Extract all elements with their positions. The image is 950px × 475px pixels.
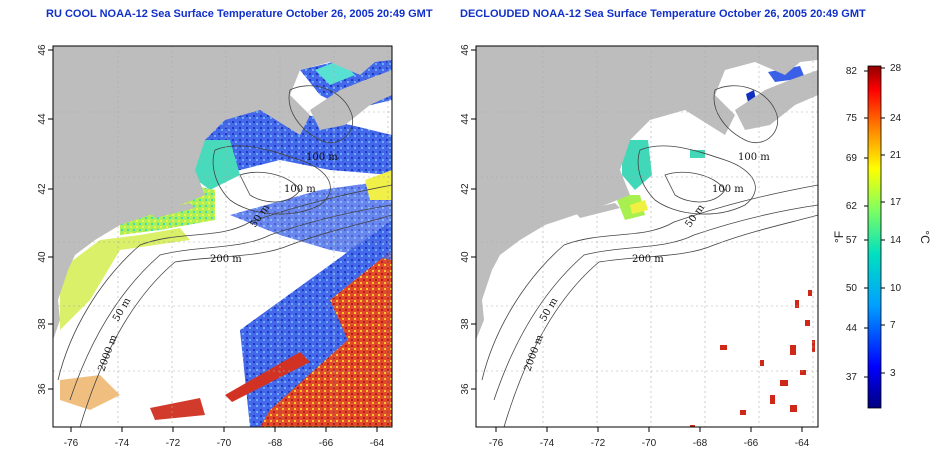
left-map-frame [52, 45, 393, 428]
colorbar-c-tick-17: 17 [890, 197, 902, 208]
left-y-tick-42: 42 [37, 183, 48, 195]
left-x-tick-76: -76 [64, 438, 79, 449]
right-x-tick-72: -72 [591, 438, 606, 449]
colorbar-celsius-unit: °C [918, 230, 932, 244]
colorbar-c-tick-24: 24 [890, 113, 902, 124]
colorbar-f-tick-37: 37 [846, 372, 858, 383]
right-sst-map: 100 m 100 m 50 m 200 m 50 m 2000 m 36 38… [460, 44, 819, 449]
left-depth-label-100m-b: 100 m [284, 184, 316, 195]
colorbar-f-tick-50: 50 [846, 283, 858, 294]
colorbar-f-tick-44: 44 [846, 323, 858, 334]
colorbar-c-tick-3: 3 [890, 368, 896, 379]
right-depth-label-200m: 200 m [632, 254, 664, 265]
left-nova-scotia [310, 70, 392, 130]
left-x-tick-70: -70 [217, 438, 232, 449]
right-long-island [575, 203, 620, 218]
left-x-axis: -76 -74 -72 -70 -68 -66 -64 [64, 427, 385, 449]
right-nova-scotia [735, 70, 818, 130]
left-y-tick-44: 44 [37, 113, 48, 125]
right-depth-label-100m-b: 100 m [712, 184, 744, 195]
left-long-island [150, 203, 195, 218]
left-x-tick-72: -72 [166, 438, 181, 449]
left-x-tick-68: -68 [268, 438, 283, 449]
right-x-tick-70: -70 [642, 438, 657, 449]
right-depth-label-100m-a: 100 m [738, 152, 770, 163]
colorbar-c-tick-10: 10 [890, 283, 902, 294]
left-map-title: RU COOL NOAA-12 Sea Surface Temperature … [46, 8, 433, 20]
left-y-tick-40: 40 [37, 251, 48, 263]
left-depth-label-200m: 200 m [210, 254, 242, 265]
right-y-tick-46: 46 [460, 44, 471, 56]
left-sst-data-field [60, 48, 392, 427]
colorbar-fahrenheit-unit: °F [832, 231, 846, 243]
left-x-tick-64: -64 [370, 438, 385, 449]
right-x-tick-64: -64 [795, 438, 810, 449]
left-y-tick-38: 38 [37, 318, 48, 330]
colorbar-f-tick-57: 57 [846, 235, 858, 246]
left-y-tick-46: 46 [37, 44, 48, 56]
right-y-tick-44: 44 [460, 113, 471, 125]
right-x-tick-76: -76 [489, 438, 504, 449]
colorbar-c-tick-14: 14 [890, 235, 902, 246]
colorbar-c-tick-28: 28 [890, 63, 902, 74]
colorbar-f-tick-69: 69 [846, 153, 858, 164]
left-sst-map: 100 m 100 m 50 m 200 m 50 m 2000 m 36 38… [37, 44, 393, 449]
right-y-tick-40: 40 [460, 251, 471, 263]
colorbar-c-tick-7: 7 [890, 320, 896, 331]
left-depth-label-100m-a: 100 m [306, 152, 338, 163]
right-graticule [476, 46, 818, 427]
right-y-tick-38: 38 [460, 318, 471, 330]
right-x-tick-74: -74 [540, 438, 555, 449]
colorbar-f-tick-62: 62 [846, 201, 858, 212]
left-y-tick-36: 36 [37, 383, 48, 395]
right-map-frame [475, 45, 819, 428]
right-y-tick-36: 36 [460, 383, 471, 395]
right-land-mass [476, 46, 818, 340]
right-x-tick-68: -68 [693, 438, 708, 449]
right-sst-data-field [615, 66, 815, 427]
right-y-axis: 36 38 40 42 44 46 [460, 44, 476, 395]
colorbar-f-tick-75: 75 [846, 113, 858, 124]
right-y-tick-42: 42 [460, 183, 471, 195]
left-x-tick-74: -74 [115, 438, 130, 449]
left-y-axis: 36 38 40 42 44 46 [37, 44, 53, 395]
left-bathymetry-contours [57, 85, 392, 427]
left-land-mass [53, 46, 392, 340]
right-x-tick-66: -66 [744, 438, 759, 449]
left-x-tick-66: -66 [319, 438, 334, 449]
right-bathymetry-contours [481, 85, 818, 427]
colorbar-gradient [867, 65, 882, 409]
left-graticule [53, 46, 392, 427]
colorbar-c-tick-21: 21 [890, 150, 902, 161]
right-x-axis: -76 -74 -72 -70 -68 -66 -64 [489, 427, 810, 449]
temperature-colorbar: 82 75 69 62 57 50 44 37 28 24 21 17 14 1… [832, 63, 932, 409]
right-map-title: DECLOUDED NOAA-12 Sea Surface Temperatur… [460, 8, 866, 20]
colorbar-f-tick-82: 82 [846, 66, 858, 77]
